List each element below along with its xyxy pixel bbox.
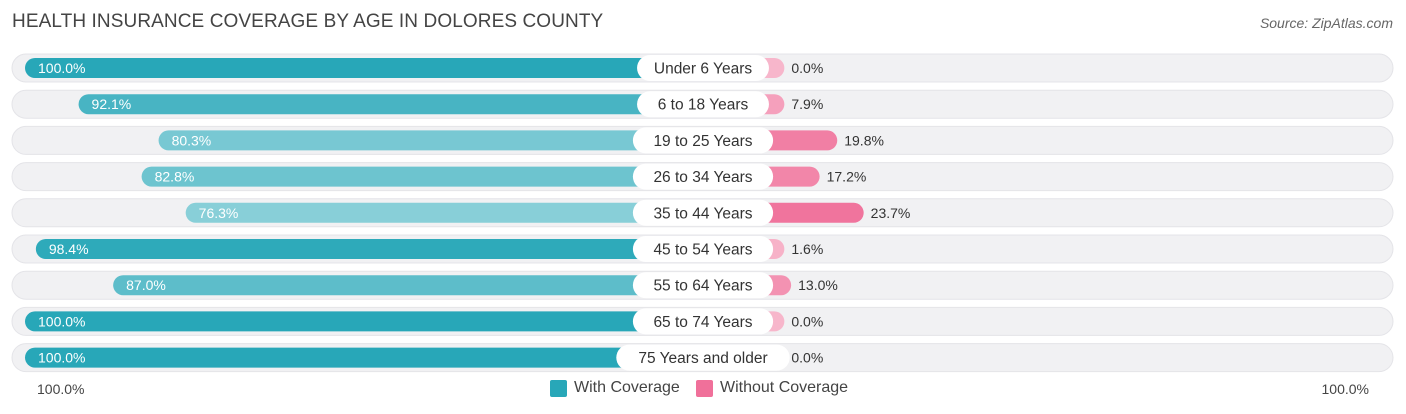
category-label: 35 to 44 Years <box>653 205 752 222</box>
value-label-without: 7.9% <box>791 96 823 112</box>
value-label-with: 100.0% <box>38 60 85 76</box>
legend-item-with-coverage: With Coverage <box>550 379 680 397</box>
category-label: 26 to 34 Years <box>653 169 752 186</box>
category-label: 6 to 18 Years <box>658 97 749 114</box>
legend-label-with: With Coverage <box>574 379 680 396</box>
chart-title: HEALTH INSURANCE COVERAGE BY AGE IN DOLO… <box>12 11 604 32</box>
value-label-without: 13.0% <box>798 277 838 293</box>
value-label-without: 0.0% <box>791 313 823 329</box>
value-label-with: 100.0% <box>38 313 85 329</box>
category-label: 55 to 64 Years <box>653 278 752 295</box>
value-label-without: 23.7% <box>871 205 911 221</box>
value-label-without: 19.8% <box>844 132 884 148</box>
bar-with-coverage <box>25 347 703 368</box>
bar-with-coverage <box>78 94 703 115</box>
bar-with-coverage <box>25 311 703 332</box>
bar-with-coverage <box>35 239 703 259</box>
value-label-without: 0.0% <box>791 60 823 76</box>
axis-label-right: 100.0% <box>1321 381 1369 397</box>
category-pill <box>632 127 774 154</box>
value-label-without: 1.6% <box>791 241 823 257</box>
category-label: Under 6 Years <box>654 61 752 78</box>
source-note: Source: ZipAtlas.com <box>1259 15 1393 31</box>
category-pill <box>632 308 774 335</box>
bar-with-coverage <box>141 166 704 187</box>
legend-swatch-with <box>550 379 567 397</box>
category-label: 19 to 25 Years <box>653 133 752 150</box>
category-pill <box>632 199 774 226</box>
category-pill <box>632 163 774 190</box>
value-label-with: 92.1% <box>92 96 132 112</box>
category-label: 45 to 54 Years <box>653 242 752 259</box>
category-label: 65 to 74 Years <box>653 314 752 331</box>
axis-label-left: 100.0% <box>37 381 85 397</box>
category-pill <box>632 236 774 262</box>
category-pill <box>632 272 774 299</box>
legend-swatch-without <box>696 379 713 397</box>
value-label-with: 76.3% <box>199 205 239 221</box>
bar-with-coverage <box>113 275 703 296</box>
value-label-with: 87.0% <box>126 277 166 293</box>
value-label-with: 82.8% <box>155 169 195 185</box>
chart-area: 100.0% 0.0% Under 6 Years 92.1% 7.9% 6 to 18 … <box>11 53 1394 373</box>
legend-label-without: Without Coverage <box>720 379 849 396</box>
category-pill <box>637 91 769 118</box>
value-label-without: 17.2% <box>827 169 867 185</box>
bar-with-coverage <box>158 130 704 151</box>
category-pill <box>616 344 790 371</box>
bar-with-coverage <box>185 202 703 223</box>
value-label-without: 0.0% <box>791 350 823 366</box>
category-pill <box>637 55 769 81</box>
category-label: 75 Years and older <box>638 350 767 367</box>
value-label-with: 80.3% <box>172 132 212 148</box>
value-label-with: 100.0% <box>38 350 85 366</box>
value-label-with: 98.4% <box>49 241 89 257</box>
bar-with-coverage <box>25 58 703 78</box>
legend-item-without-coverage: Without Coverage <box>696 379 848 397</box>
